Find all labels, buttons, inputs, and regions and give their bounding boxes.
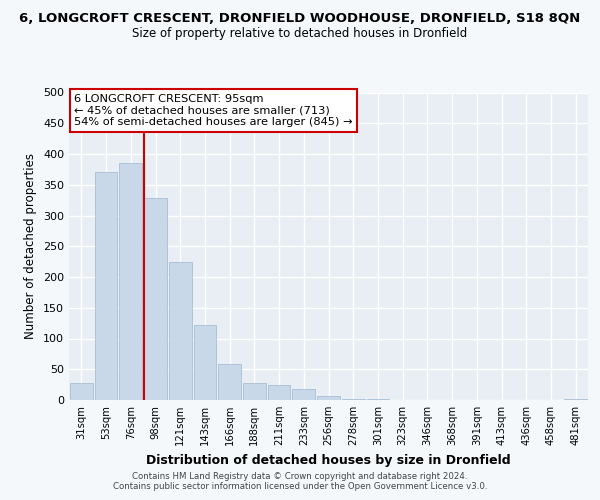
Bar: [218, 364, 241, 400]
Bar: [292, 389, 315, 400]
Bar: [95, 172, 118, 400]
Text: Contains HM Land Registry data © Crown copyright and database right 2024.: Contains HM Land Registry data © Crown c…: [132, 472, 468, 481]
X-axis label: Distribution of detached houses by size in Dronfield: Distribution of detached houses by size …: [146, 454, 511, 466]
Text: Size of property relative to detached houses in Dronfield: Size of property relative to detached ho…: [133, 28, 467, 40]
Bar: [119, 163, 142, 400]
Text: 6 LONGCROFT CRESCENT: 95sqm
← 45% of detached houses are smaller (713)
54% of se: 6 LONGCROFT CRESCENT: 95sqm ← 45% of det…: [74, 94, 353, 127]
Bar: [144, 198, 167, 400]
Y-axis label: Number of detached properties: Number of detached properties: [25, 153, 37, 339]
Bar: [169, 262, 191, 400]
Bar: [70, 383, 93, 400]
Bar: [317, 396, 340, 400]
Text: Contains public sector information licensed under the Open Government Licence v3: Contains public sector information licen…: [113, 482, 487, 491]
Text: 6, LONGCROFT CRESCENT, DRONFIELD WOODHOUSE, DRONFIELD, S18 8QN: 6, LONGCROFT CRESCENT, DRONFIELD WOODHOU…: [19, 12, 581, 26]
Bar: [268, 385, 290, 400]
Bar: [194, 325, 216, 400]
Bar: [243, 383, 266, 400]
Bar: [564, 399, 587, 400]
